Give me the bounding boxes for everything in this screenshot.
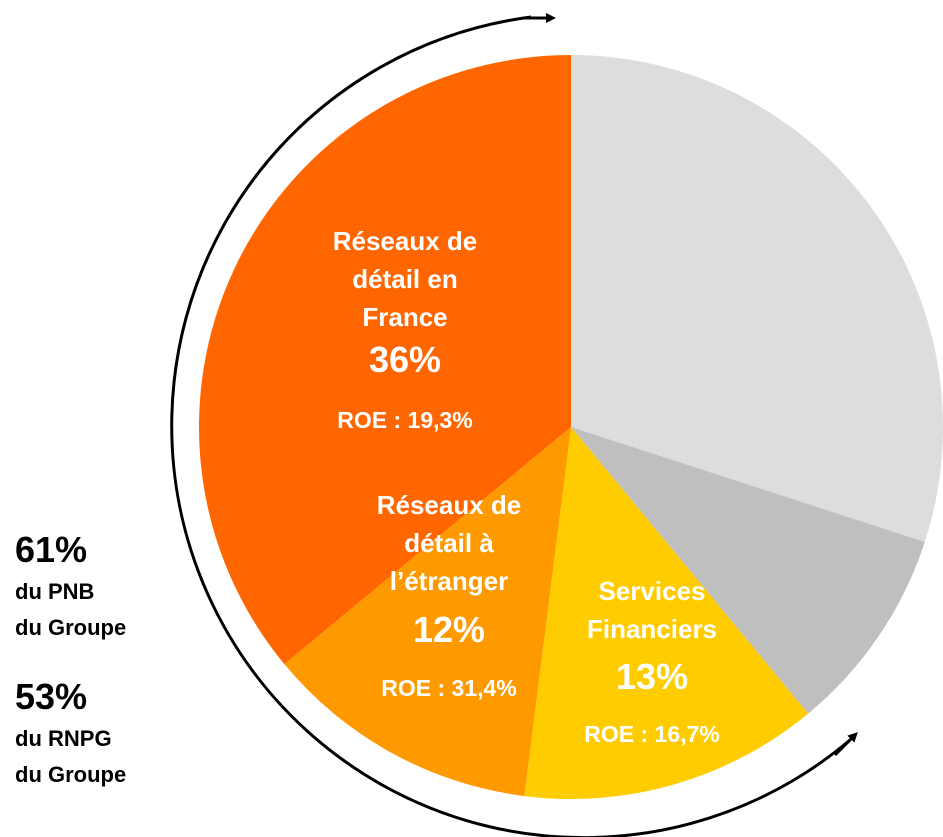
arc-arrow xyxy=(170,15,851,837)
slice-roe: ROE : 19,3% xyxy=(337,407,473,433)
slice-label: Services Financiers xyxy=(586,576,718,644)
slice-roe: ROE : 31,4% xyxy=(381,675,517,701)
side-text: du PNB du Groupe xyxy=(15,579,127,640)
slice-roe: ROE : 16,7% xyxy=(584,721,720,747)
slice-label: Réseaux de détail en France xyxy=(332,226,478,332)
slice xyxy=(524,427,809,799)
side-value: 53% xyxy=(15,676,88,717)
slice xyxy=(199,55,571,665)
slice-value: 13% xyxy=(615,656,689,697)
side-value: 61% xyxy=(15,529,88,570)
slice xyxy=(571,55,943,542)
slice xyxy=(571,427,925,714)
arrow-head-bottom xyxy=(833,732,858,757)
slice-label: Réseaux de détail à l’étranger xyxy=(376,490,522,596)
slice xyxy=(284,427,571,797)
slice-value: 12% xyxy=(412,609,486,650)
slice-value: 36% xyxy=(368,339,442,380)
side-text: du RNPG du Groupe xyxy=(15,726,127,787)
